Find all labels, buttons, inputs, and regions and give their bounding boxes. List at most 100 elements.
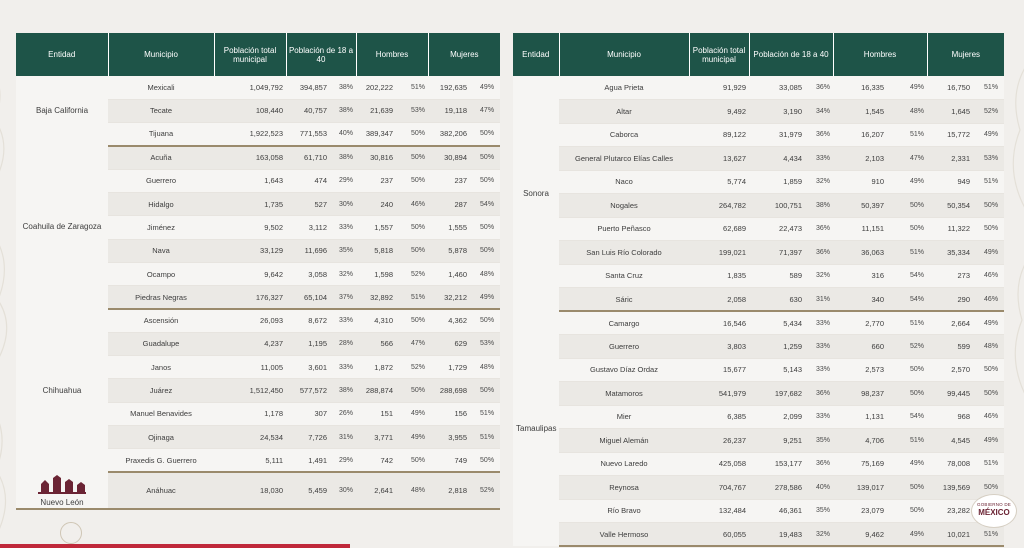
total-population-cell: 9,492 bbox=[689, 99, 749, 124]
header-poblacion-total: Población total municipal bbox=[688, 33, 749, 76]
men-cell: 340 bbox=[833, 287, 888, 312]
table-row: Ocampo 9,642 3,058 32% 1,598 52% 1,460 48% bbox=[16, 262, 501, 287]
total-population-cell: 18,030 bbox=[214, 472, 286, 511]
municipio-cell: Nogales bbox=[559, 193, 689, 218]
age-18-40-cell: 527 bbox=[286, 192, 330, 217]
entity-cell: Coahuila de Zaragoza bbox=[16, 145, 108, 309]
table-row: Guerrero 3,803 1,259 33% 660 52% 599 48% bbox=[513, 334, 1005, 359]
header-poblacion-total: Población total municipal bbox=[213, 33, 286, 76]
total-population-cell: 16,546 bbox=[689, 311, 749, 335]
women-percent-cell: 46% bbox=[973, 405, 1005, 429]
women-cell: 15,772 bbox=[927, 123, 974, 147]
age-18-40-percent-cell: 33% bbox=[805, 146, 834, 171]
age-18-40-percent-cell: 38% bbox=[805, 193, 834, 218]
entity-cell: Sonora bbox=[513, 76, 559, 311]
women-percent-cell: 50% bbox=[470, 378, 501, 403]
total-population-cell: 1,512,450 bbox=[214, 378, 286, 403]
municipio-cell: Matamoros bbox=[559, 381, 689, 406]
age-18-40-percent-cell: 36% bbox=[805, 76, 834, 100]
women-percent-cell: 51% bbox=[470, 402, 501, 426]
women-percent-cell: 50% bbox=[470, 169, 501, 193]
men-cell: 240 bbox=[356, 192, 397, 217]
men-percent-cell: 50% bbox=[396, 169, 429, 193]
municipio-cell: Juárez bbox=[108, 378, 214, 403]
age-18-40-percent-cell: 38% bbox=[330, 99, 357, 124]
women-cell: 23,282 bbox=[927, 499, 974, 523]
municipio-cell: Caborca bbox=[559, 123, 689, 147]
municipio-cell: Janos bbox=[108, 355, 214, 380]
age-18-40-percent-cell: 35% bbox=[805, 499, 834, 523]
women-percent-cell: 50% bbox=[470, 448, 501, 474]
table-row: Manuel Benavides 1,178 307 26% 151 49% 156 51% bbox=[16, 402, 501, 426]
table-row: Praxedis G. Guerrero 5,111 1,491 29% 742 50% 7… bbox=[16, 448, 501, 474]
age-18-40-percent-cell: 32% bbox=[805, 522, 834, 547]
age-18-40-cell: 19,483 bbox=[749, 522, 805, 547]
women-cell: 4,362 bbox=[428, 308, 471, 333]
municipio-cell: Nuevo Laredo bbox=[559, 452, 689, 476]
age-18-40-percent-cell: 33% bbox=[805, 334, 834, 359]
men-cell: 2,103 bbox=[833, 146, 888, 171]
age-18-40-cell: 7,726 bbox=[286, 425, 330, 450]
table-row: Nuevo León Anáhuac 18,030 5,459 30% 2,641 48% 2… bbox=[16, 472, 501, 511]
total-population-cell: 9,502 bbox=[214, 215, 286, 240]
table-row: Coahuila de Zaragoza Acuña 163,058 61,710 38… bbox=[16, 145, 501, 309]
men-percent-cell: 54% bbox=[887, 264, 928, 288]
total-population-cell: 541,979 bbox=[689, 381, 749, 406]
women-percent-cell: 51% bbox=[973, 452, 1005, 476]
women-percent-cell: 48% bbox=[470, 355, 501, 380]
municipio-cell: Agua Prieta bbox=[559, 76, 689, 100]
men-percent-cell: 48% bbox=[887, 99, 928, 124]
municipio-cell: Naco bbox=[559, 170, 689, 194]
total-population-cell: 5,774 bbox=[689, 170, 749, 194]
men-cell: 742 bbox=[356, 448, 397, 474]
entity-cell: Nuevo León bbox=[16, 472, 108, 511]
total-population-cell: 33,129 bbox=[214, 239, 286, 263]
total-population-cell: 163,058 bbox=[214, 145, 286, 170]
municipio-cell: Río Bravo bbox=[559, 499, 689, 523]
age-18-40-cell: 1,195 bbox=[286, 332, 330, 357]
table-row: Piedras Negras 176,327 65,104 37% 32,892 51% 3… bbox=[16, 285, 501, 310]
age-18-40-cell: 22,473 bbox=[749, 217, 805, 241]
age-18-40-percent-cell: 37% bbox=[330, 285, 357, 310]
table-row: Guerrero 1,643 474 29% 237 50% 237 50% bbox=[16, 169, 501, 193]
age-18-40-cell: 1,259 bbox=[749, 334, 805, 359]
women-cell: 1,729 bbox=[428, 355, 471, 380]
age-18-40-percent-cell: 36% bbox=[805, 452, 834, 476]
progress-bar bbox=[0, 544, 350, 548]
age-18-40-percent-cell: 36% bbox=[805, 240, 834, 265]
age-18-40-cell: 31,979 bbox=[749, 123, 805, 147]
men-cell: 32,892 bbox=[356, 285, 397, 310]
women-percent-cell: 52% bbox=[973, 99, 1005, 124]
total-population-cell: 24,534 bbox=[214, 425, 286, 450]
municipio-cell: Hidalgo bbox=[108, 192, 214, 217]
table-row: Naco 5,774 1,859 32% 910 49% 949 51% bbox=[513, 170, 1005, 194]
men-cell: 151 bbox=[356, 402, 397, 426]
age-18-40-cell: 3,112 bbox=[286, 215, 330, 240]
entity-name: Chihuahua bbox=[42, 385, 82, 395]
men-cell: 566 bbox=[356, 332, 397, 357]
table-row: Nuevo Laredo 425,058 153,177 36% 75,169 49% 78… bbox=[513, 452, 1005, 476]
age-18-40-cell: 394,857 bbox=[286, 76, 330, 100]
men-percent-cell: 52% bbox=[887, 334, 928, 359]
age-18-40-percent-cell: 36% bbox=[805, 123, 834, 147]
entity-cell: Tamaulipas bbox=[513, 311, 559, 546]
women-cell: 3,955 bbox=[428, 425, 471, 450]
table-row: Mier 6,385 2,099 33% 1,131 54% 968 46% bbox=[513, 405, 1005, 429]
header-entidad: Entidad bbox=[16, 33, 108, 76]
men-percent-cell: 50% bbox=[396, 378, 429, 403]
municipio-cell: Manuel Benavides bbox=[108, 402, 214, 426]
men-percent-cell: 49% bbox=[887, 76, 928, 100]
age-18-40-percent-cell: 35% bbox=[330, 239, 357, 263]
women-percent-cell: 46% bbox=[973, 287, 1005, 312]
table-row: Juárez 1,512,450 577,572 38% 288,874 50% 288,6… bbox=[16, 378, 501, 403]
women-cell: 1,460 bbox=[428, 262, 471, 287]
age-18-40-percent-cell: 28% bbox=[330, 332, 357, 357]
age-18-40-cell: 153,177 bbox=[749, 452, 805, 476]
municipio-cell: Tecate bbox=[108, 99, 214, 124]
age-18-40-cell: 3,190 bbox=[749, 99, 805, 124]
age-18-40-percent-cell: 29% bbox=[330, 169, 357, 193]
women-percent-cell: 49% bbox=[973, 311, 1005, 335]
total-population-cell: 425,058 bbox=[689, 452, 749, 476]
age-18-40-cell: 46,361 bbox=[749, 499, 805, 523]
women-percent-cell: 49% bbox=[973, 240, 1005, 265]
